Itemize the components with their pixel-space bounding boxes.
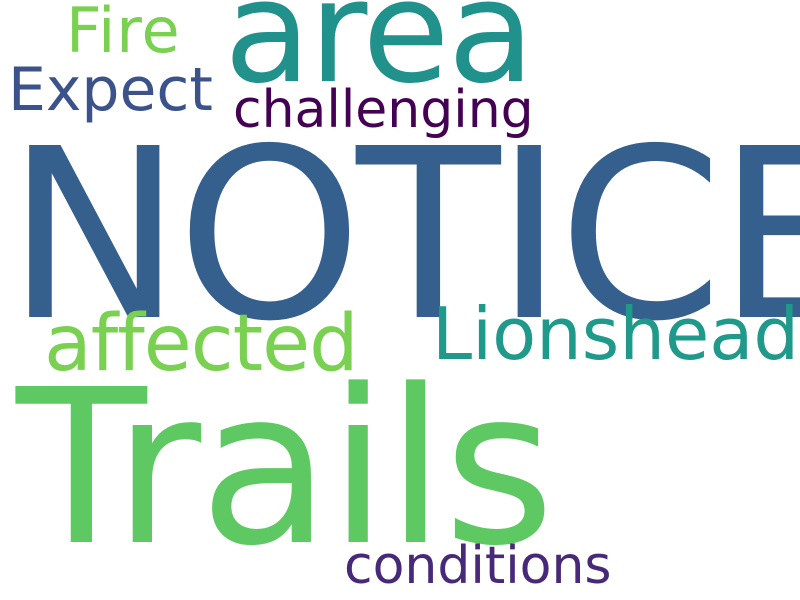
- word-fire: Fire: [66, 0, 181, 67]
- word-conditions: conditions: [344, 536, 612, 596]
- word-notice: NOTICE: [6, 98, 800, 373]
- word-expect: Expect: [8, 55, 213, 125]
- word-area: area: [224, 0, 535, 115]
- word-lionshead: Lionshead: [432, 292, 800, 376]
- word-trails: Trails: [16, 344, 555, 593]
- word-challenging: challenging: [233, 80, 534, 140]
- word-affected: affected: [44, 299, 359, 389]
